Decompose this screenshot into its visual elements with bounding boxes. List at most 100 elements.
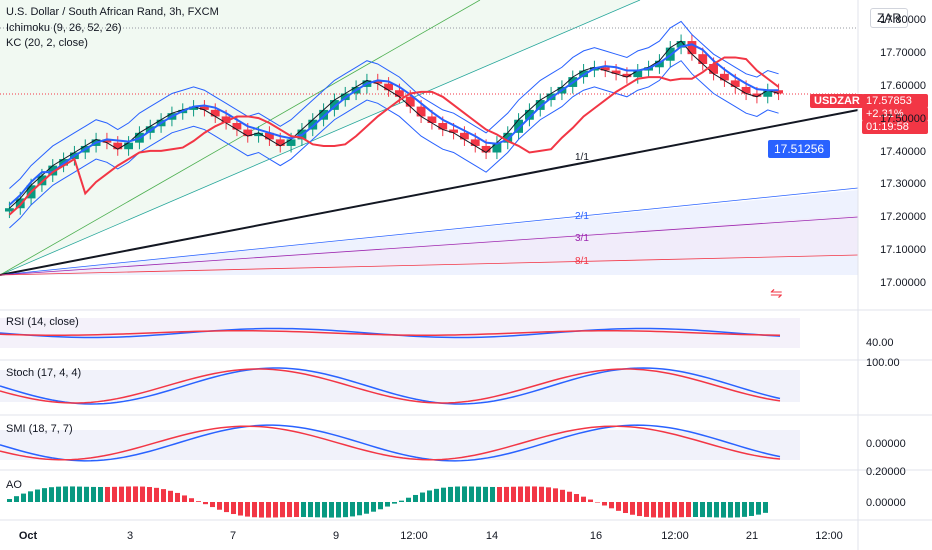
- ao-bar: [455, 486, 460, 502]
- time-tick: 12:00: [661, 530, 689, 542]
- candle-body: [189, 106, 198, 110]
- candle-body: [611, 70, 621, 74]
- ao-bar: [525, 486, 530, 502]
- candle-body: [730, 80, 740, 87]
- candle-body: [514, 119, 523, 133]
- time-tick: Oct: [18, 530, 38, 542]
- candle-body: [405, 96, 415, 107]
- candle-body: [395, 90, 404, 97]
- candle-body: [481, 145, 491, 153]
- ao-bar: [616, 502, 621, 511]
- tenkan-line: [8, 43, 779, 206]
- ao-bar: [252, 502, 257, 518]
- ao-bar: [105, 486, 110, 502]
- ao-bar: [238, 502, 243, 516]
- ao-bar: [630, 502, 635, 515]
- ao-bar: [336, 502, 341, 518]
- candle-body: [525, 109, 534, 120]
- gann-line-2: [0, 109, 859, 276]
- ao-bar: [588, 499, 593, 502]
- ao-bar: [280, 502, 285, 518]
- ao-legend[interactable]: AO: [6, 479, 22, 491]
- smi-signal: [0, 425, 781, 461]
- candle-body: [384, 83, 393, 91]
- currency-label[interactable]: ZAR: [870, 8, 908, 28]
- ao-bar: [413, 494, 418, 502]
- ao-bar: [497, 486, 502, 502]
- ao-bar: [224, 502, 229, 513]
- ao-bar: [126, 486, 131, 502]
- candle-body: [600, 67, 610, 71]
- gann-line-4: [0, 216, 859, 276]
- gann-label-3: 3/1: [575, 233, 589, 244]
- price-tick: 17.60000: [880, 79, 926, 92]
- ao-tick-top: 0.20000: [866, 466, 906, 478]
- time-tick: 7: [229, 530, 237, 542]
- ao-bar: [56, 486, 61, 502]
- alert-icon[interactable]: ⇋: [770, 285, 783, 302]
- price-tick: 17.70000: [880, 47, 926, 60]
- ao-bar: [21, 493, 26, 502]
- ao-bar: [28, 491, 33, 502]
- candle-body: [720, 73, 729, 81]
- ao-bar: [756, 502, 761, 515]
- candle-body: [15, 198, 25, 209]
- ao-bar: [644, 502, 649, 517]
- ao-bar: [301, 502, 306, 518]
- candle-body: [709, 64, 718, 74]
- ao-bar: [553, 488, 558, 502]
- ao-bar: [420, 492, 425, 502]
- ao-bar: [322, 502, 327, 518]
- ao-bar: [161, 489, 166, 502]
- level-badge[interactable]: 17.51256: [768, 140, 831, 158]
- candle-body: [48, 165, 58, 176]
- ao-bar: [98, 486, 103, 502]
- candle-body: [752, 93, 762, 97]
- candle-body: [286, 139, 296, 146]
- price-tick: 17.80000: [880, 14, 926, 27]
- ao-bar: [147, 487, 152, 502]
- candle-body: [5, 208, 14, 212]
- smi-legend[interactable]: SMI (18, 7, 7): [6, 423, 73, 435]
- smi-line: [0, 424, 781, 462]
- ao-bar: [196, 501, 201, 502]
- ao-bar: [483, 486, 488, 502]
- ao-bar: [742, 502, 747, 517]
- gann-label-4: 8/1: [575, 256, 589, 267]
- ao-bar: [406, 497, 411, 502]
- ao-bar: [84, 486, 89, 502]
- ao-bar: [385, 502, 390, 507]
- ao-bar: [609, 502, 614, 509]
- ichimoku-legend[interactable]: Ichimoku (9, 26, 52, 26): [6, 22, 122, 34]
- candle-body: [676, 41, 686, 48]
- ao-bar: [434, 488, 439, 502]
- price-tick: 17.00000: [880, 276, 926, 289]
- kc-legend[interactable]: KC (20, 2, close): [6, 37, 88, 49]
- candle-body: [535, 100, 545, 110]
- rsi-legend[interactable]: RSI (14, close): [6, 316, 79, 328]
- rsi-tick: 40.00: [866, 337, 894, 349]
- ao-bar: [546, 487, 551, 502]
- ao-bar: [560, 489, 565, 502]
- ao-bar: [175, 492, 180, 502]
- candle-body: [622, 73, 632, 78]
- ao-bar: [364, 502, 369, 514]
- time-tick: 9: [332, 530, 340, 542]
- ao-bar: [182, 495, 187, 502]
- price-tick: 17.50000: [880, 112, 926, 125]
- ao-bar: [35, 489, 40, 502]
- gann-label-2: 2/1: [575, 211, 589, 222]
- stoch-legend[interactable]: Stoch (17, 4, 4): [6, 367, 82, 379]
- kc-basis: [9, 40, 779, 209]
- ao-bar: [658, 502, 663, 518]
- candle-body: [449, 129, 458, 133]
- ao-bar: [294, 502, 299, 518]
- stoch-d: [0, 368, 781, 404]
- ao-bar: [504, 486, 509, 502]
- ao-bar: [763, 502, 768, 513]
- candle-body: [113, 142, 123, 150]
- ao-bar: [441, 487, 446, 502]
- candle-body: [687, 41, 697, 55]
- kc-upper: [9, 20, 779, 189]
